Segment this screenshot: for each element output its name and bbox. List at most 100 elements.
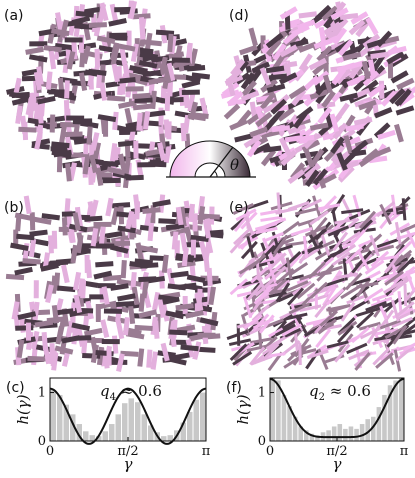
rod — [88, 22, 107, 28]
rod — [332, 122, 348, 140]
rod — [302, 235, 309, 258]
rod — [383, 254, 400, 274]
rod — [330, 136, 345, 154]
rod — [166, 121, 172, 140]
rod — [287, 169, 305, 184]
rod — [96, 35, 116, 45]
rod — [101, 286, 110, 305]
y-tick-label: 1 — [38, 386, 46, 401]
rod — [394, 221, 402, 245]
hist-bar — [393, 380, 398, 441]
rod — [42, 345, 52, 365]
hist-bar — [148, 425, 154, 441]
histogram-panel-c: 0 π/2 π 0 1 (c) γ h(γ) q4 ≈ 0.6 — [6, 377, 211, 473]
rod — [336, 62, 356, 73]
rod — [169, 329, 188, 336]
rod — [348, 277, 371, 287]
rod — [246, 139, 262, 158]
panel-b-rods — [5, 194, 224, 372]
rod — [95, 167, 104, 186]
rod — [90, 132, 100, 151]
rod — [117, 293, 136, 302]
rod — [49, 114, 56, 133]
rod — [152, 199, 171, 208]
rod — [265, 33, 283, 49]
angle-inset: θ — [166, 140, 256, 178]
hist-bar — [292, 416, 298, 441]
rod — [80, 120, 99, 129]
rod — [229, 343, 248, 361]
rod — [120, 260, 127, 279]
rod — [345, 247, 364, 265]
rod — [361, 60, 371, 80]
rod — [107, 95, 126, 102]
rod — [285, 257, 293, 280]
rod — [158, 294, 177, 303]
hist-bar — [63, 404, 69, 441]
rod — [264, 263, 283, 280]
rod — [391, 316, 413, 329]
rod — [251, 304, 270, 322]
rod — [340, 301, 356, 322]
panel-e-rods — [226, 192, 415, 372]
rod — [314, 246, 336, 261]
y-tick-label: 0 — [258, 434, 266, 449]
rod — [365, 17, 379, 36]
rod — [153, 320, 160, 339]
rod — [37, 95, 56, 105]
hist-bar — [83, 431, 89, 441]
rod — [351, 139, 369, 155]
hist-bar — [115, 414, 121, 441]
rod — [348, 349, 370, 361]
rod — [312, 195, 322, 218]
rod — [366, 38, 386, 49]
rod — [257, 298, 280, 306]
rod — [356, 281, 379, 289]
rod — [75, 234, 84, 254]
rod — [332, 231, 349, 251]
rod — [288, 85, 307, 100]
rod — [71, 322, 91, 332]
hist-bar — [298, 426, 303, 441]
rod — [296, 282, 316, 300]
hist-bar — [109, 424, 115, 441]
rod — [317, 203, 341, 211]
rod — [115, 320, 125, 340]
rod — [36, 66, 44, 85]
rod — [110, 46, 120, 66]
hist-bar — [89, 435, 95, 441]
rod — [240, 72, 256, 90]
rod — [383, 279, 404, 295]
rod — [272, 43, 287, 61]
rod — [84, 215, 103, 222]
rod — [263, 352, 286, 359]
rod — [254, 279, 274, 297]
rod — [367, 59, 377, 78]
rod — [287, 123, 307, 135]
hist-bar — [141, 414, 147, 441]
rod — [186, 274, 206, 283]
rod — [118, 100, 137, 109]
rod — [380, 90, 398, 107]
rod — [115, 301, 135, 308]
rod — [88, 68, 107, 76]
hist-bar — [326, 430, 331, 441]
order-parameter-annotation: q4 ≈ 0.6 — [100, 382, 162, 403]
rod — [17, 311, 37, 321]
rod — [268, 252, 287, 270]
rod — [336, 272, 359, 280]
rod — [166, 267, 176, 287]
hist-bar — [102, 431, 108, 441]
rod — [11, 301, 20, 320]
hist-bar — [371, 416, 376, 441]
rod — [138, 59, 158, 69]
rod — [346, 342, 368, 355]
hist-bar — [281, 394, 287, 441]
rod — [136, 112, 143, 131]
rod — [247, 68, 263, 87]
rod — [132, 103, 152, 111]
x-tick-label: π/2 — [117, 444, 138, 459]
rod — [405, 270, 415, 293]
rod — [376, 238, 399, 249]
rod — [59, 124, 67, 144]
